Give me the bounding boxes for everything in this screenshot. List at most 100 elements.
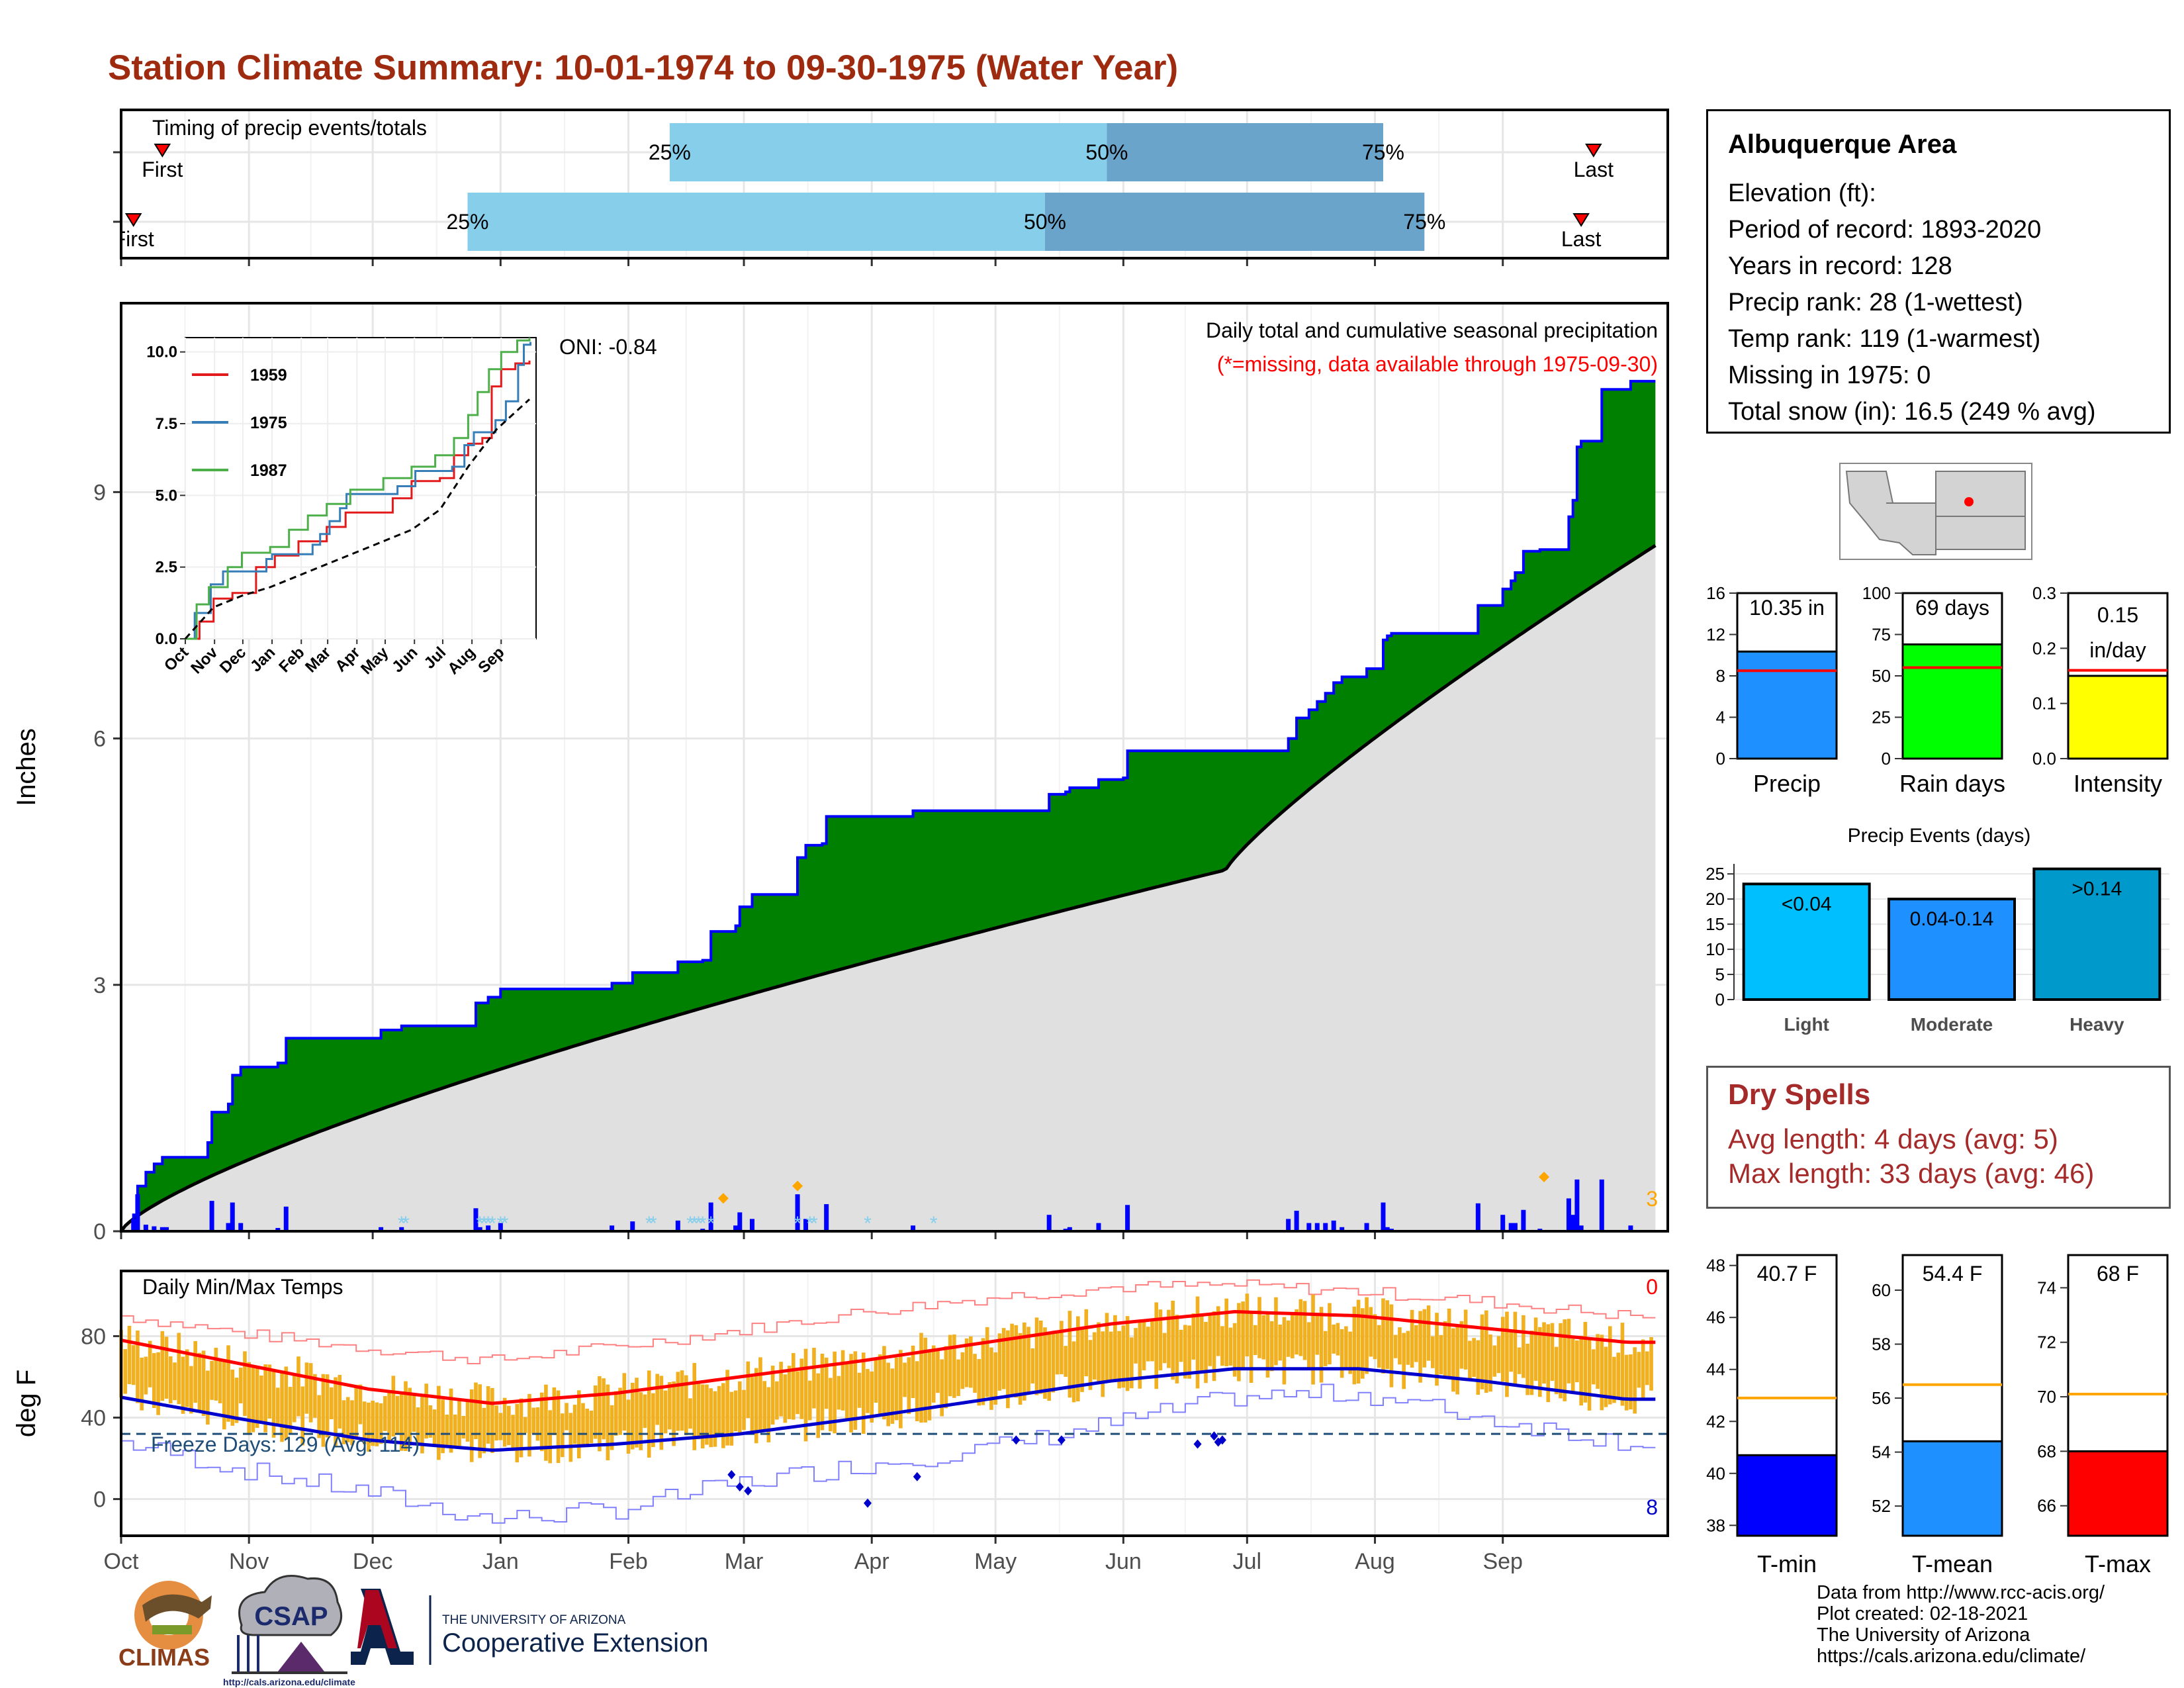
daily-temp-range-bar — [1336, 1323, 1340, 1356]
daily-temp-range-bar — [552, 1387, 557, 1435]
daily-temp-range-bar — [1410, 1309, 1414, 1368]
snow-marker: * — [649, 1213, 657, 1235]
daily-temp-range-bar — [1257, 1297, 1261, 1358]
temp-bar-ytick-label: 72 — [2037, 1333, 2056, 1352]
daily-temp-range-bar — [1430, 1336, 1435, 1368]
daily-temp-range-bar — [1068, 1311, 1072, 1398]
precip-ylabel: Inches — [12, 728, 41, 806]
daily-temp-range-bar — [676, 1372, 680, 1431]
daily-temp-range-bar — [469, 1389, 474, 1462]
temp-ytick-label: 0 — [93, 1487, 106, 1513]
timing-pct-label: 75% — [1403, 210, 1445, 234]
daily-temp-range-bar — [1030, 1348, 1035, 1383]
daily-temp-range-bar — [482, 1407, 486, 1454]
daily-temp-range-bar — [1047, 1333, 1051, 1401]
timing-title: Timing of precip events/totals — [152, 116, 427, 140]
summary-ytick-label: 4 — [1716, 708, 1725, 727]
daily-temp-range-bar — [1274, 1297, 1278, 1366]
daily-temp-range-bar — [243, 1351, 247, 1416]
daily-temp-range-bar — [201, 1350, 206, 1417]
daily-temp-range-bar — [1418, 1311, 1422, 1383]
daily-precip-bar — [1512, 1223, 1518, 1231]
events-ytick-label: 15 — [1706, 914, 1725, 934]
daily-temp-range-bar — [1513, 1311, 1518, 1387]
daily-precip-bar — [283, 1206, 289, 1231]
daily-temp-range-bar — [1125, 1316, 1130, 1391]
daily-temp-range-bar — [1097, 1322, 1101, 1383]
temp-bar-ytick-label: 38 — [1706, 1515, 1725, 1535]
daily-temp-range-bar — [799, 1358, 804, 1419]
daily-temp-range-bar — [1307, 1322, 1311, 1369]
daily-temp-range-bar — [861, 1352, 866, 1434]
daily-temp-range-bar — [140, 1357, 144, 1411]
daily-temp-range-bar — [1550, 1323, 1555, 1381]
daily-temp-range-bar — [189, 1366, 193, 1414]
snow-marker: * — [488, 1213, 496, 1235]
daily-precip-bar — [733, 1225, 739, 1231]
snow-marker: * — [699, 1213, 707, 1235]
large-event-marker — [792, 1180, 803, 1192]
snow-marker: * — [695, 1213, 703, 1235]
daily-temp-range-bar — [1455, 1327, 1459, 1395]
daily-temp-range-bar — [1426, 1305, 1431, 1361]
month-label: Sep — [1482, 1549, 1523, 1574]
record-low-marker — [863, 1498, 872, 1508]
timing-bar-25-50 — [467, 193, 1045, 251]
daily-temp-range-bar — [870, 1371, 874, 1423]
daily-temp-range-bar — [1167, 1309, 1171, 1368]
daily-temp-range-bar — [238, 1368, 243, 1403]
daily-temp-range-bar — [1496, 1336, 1501, 1374]
daily-temp-range-bar — [1088, 1340, 1093, 1390]
daily-temp-range-bar — [1034, 1317, 1039, 1395]
first-label: First — [142, 158, 183, 181]
record-low-marker — [1210, 1431, 1218, 1441]
page-title: Station Climate Summary: 10-01-1974 to 0… — [108, 48, 1179, 87]
temp-bar-ytick-label: 60 — [1872, 1280, 1891, 1300]
summary-value-label: 69 days — [1915, 596, 1989, 620]
daily-temp-range-bar — [181, 1356, 185, 1414]
daily-temp-range-bar — [457, 1399, 461, 1446]
daily-temp-range-bar — [668, 1382, 672, 1430]
last-marker — [1585, 144, 1602, 158]
temp-bar-charts: 38 40 42 44 46 48 40.7 F T-min 52 54 56 58 60 54.4 F T… — [1706, 1254, 2169, 1577]
daily-temp-range-bar — [428, 1405, 433, 1438]
credit-line: Plot created: 02-18-2021 — [1817, 1603, 2028, 1624]
daily-temp-range-bar — [531, 1407, 535, 1434]
events-bar-label: <0.04 — [1782, 893, 1832, 915]
events-bar — [1742, 882, 1871, 1001]
record-low-count: 8 — [1646, 1495, 1658, 1519]
daily-temp-range-bar — [890, 1368, 895, 1424]
daily-temp-range-bar — [692, 1363, 697, 1450]
daily-temp-range-bar — [1269, 1321, 1274, 1372]
daily-temp-range-bar — [334, 1377, 338, 1446]
daily-temp-range-bar — [1505, 1311, 1509, 1397]
summary-ytick-label: 0.3 — [2032, 583, 2056, 603]
daily-temp-range-bar — [981, 1338, 985, 1405]
daily-temp-range-bar — [1624, 1354, 1629, 1411]
summary-ytick-label: 16 — [1706, 583, 1725, 603]
timing-pct-label: 50% — [1024, 210, 1066, 234]
events-category-label: Light — [1784, 1014, 1829, 1035]
daily-temp-range-bar — [251, 1366, 255, 1432]
daily-temp-range-bar — [1500, 1317, 1505, 1382]
station-line: Temp rank: 119 (1-warmest) — [1728, 325, 2041, 353]
summary-value-label: 10.35 in — [1749, 596, 1825, 620]
daily-temp-range-bar — [1298, 1299, 1303, 1356]
daily-temp-range-bar — [296, 1356, 300, 1417]
daily-precip-bar — [1067, 1227, 1072, 1231]
daily-temp-range-bar — [1538, 1327, 1542, 1397]
cumulative-above-normal-area — [121, 381, 1656, 1231]
daily-precip-bar — [498, 1223, 503, 1231]
daily-temp-range-bar — [206, 1370, 210, 1425]
daily-temp-range-bar — [345, 1397, 350, 1442]
snow-marker: * — [810, 1213, 818, 1235]
daily-temp-range-bar — [259, 1375, 263, 1422]
summary-ytick-label: 0 — [1882, 749, 1891, 769]
daily-temp-range-bar — [404, 1381, 408, 1452]
daily-temp-range-bar — [643, 1394, 647, 1429]
events-bar — [1888, 898, 2016, 1002]
daily-temp-range-bar — [330, 1387, 334, 1420]
daily-precip-bar — [1046, 1215, 1052, 1231]
